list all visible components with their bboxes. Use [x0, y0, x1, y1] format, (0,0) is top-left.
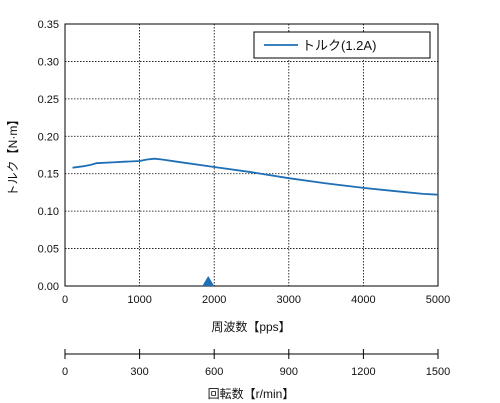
y-tick-label: 0.05 [38, 244, 59, 256]
legend: トルク(1.2A) [253, 31, 431, 59]
series-line [72, 157, 439, 196]
secondary-axis-title: 回転数【r/min】 [208, 386, 295, 401]
grid-lines [65, 24, 438, 286]
x-tick-label: 5000 [426, 294, 450, 306]
secondary-tick-label: 300 [130, 366, 148, 378]
y-axis-title: トルク【N·m】 [6, 114, 20, 197]
x-tick-label: 1000 [127, 294, 151, 306]
y-tick-label: 0.35 [38, 19, 59, 31]
y-tick-label: 0.15 [38, 169, 59, 181]
secondary-tick-label: 1500 [426, 366, 450, 378]
series-group [72, 157, 439, 196]
y-tick-label: 0.10 [38, 206, 59, 218]
x-tick-label: 3000 [277, 294, 301, 306]
x-tick-label: 2000 [202, 294, 226, 306]
secondary-tick-label: 0 [62, 366, 68, 378]
y-tick-label: 0.20 [38, 131, 59, 143]
y-tick-label: 0.30 [38, 56, 59, 68]
x-axis-ticks: 0 1000 2000 3000 4000 5000 [62, 294, 450, 306]
y-tick-label: 0.00 [38, 281, 59, 293]
secondary-tick-label: 600 [205, 366, 223, 378]
y-axis-ticks: 0.00 0.05 0.10 0.15 0.20 0.25 0.30 0.35 [38, 19, 59, 293]
legend-label: トルク(1.2A) [302, 38, 376, 53]
secondary-tick-label: 1200 [351, 366, 375, 378]
secondary-tick-label: 900 [280, 366, 298, 378]
x-axis-title: 周波数【pps】 [211, 319, 290, 334]
y-tick-label: 0.25 [38, 94, 59, 106]
plot-area [64, 23, 439, 287]
x-tick-label: 0 [62, 294, 68, 306]
secondary-axis-ticks: 0 300 600 900 1200 1500 [62, 349, 450, 378]
secondary-axis: 0 300 600 900 1200 1500 回転数【r/min】 [62, 349, 450, 401]
frequency-marker-triangle [202, 276, 215, 286]
marker-group [202, 276, 215, 286]
x-tick-label: 4000 [351, 294, 375, 306]
